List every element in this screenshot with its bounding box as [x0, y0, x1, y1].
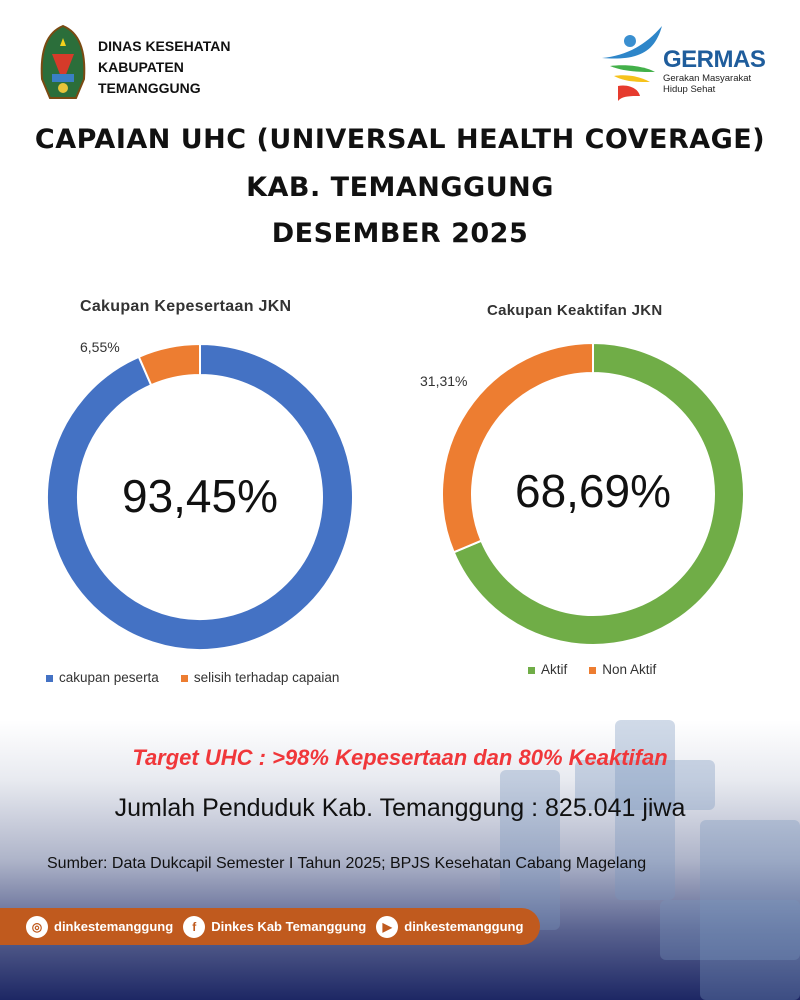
donut-slice-cakupan-peserta [46, 342, 354, 651]
legend-label: cakupan peserta [59, 670, 159, 685]
chart-title-kepesertaan: Cakupan Kepesertaan JKN [80, 298, 292, 315]
legend-swatch [528, 666, 535, 674]
donut-slice-non-aktif [441, 341, 594, 554]
page-subtitle-date: DESEMBER 2025 [271, 218, 529, 249]
legend-kepesertaan: cakupan peserta selisih terhadap capaian [46, 670, 339, 685]
population-text: Jumlah Penduduk Kab. Temanggung : 825.04… [114, 794, 686, 822]
decorative-cross [615, 720, 675, 900]
org-line: DINAS KESEHATAN [98, 38, 231, 54]
social-label: Dinkes Kab Temanggung [211, 919, 367, 934]
tagline-line: Hidup Sehat [663, 84, 716, 95]
page-subtitle-region: KAB. TEMANGGUNG [246, 172, 554, 203]
decorative-cross [575, 760, 715, 810]
youtube-link[interactable]: ▶ dinkestemanggung [376, 915, 524, 938]
legend-item: cakupan peserta [46, 670, 159, 685]
social-label: dinkestemanggung [404, 919, 524, 934]
donut-keaktifan [441, 341, 745, 646]
uhc-target-text: Target UHC : >98% Kepesertaan dan 80% Ke… [132, 745, 668, 770]
instagram-icon: ◎ [26, 915, 48, 938]
org-line: KABUPATEN [98, 59, 184, 75]
page-title: CAPAIAN UHC (UNIVERSAL HEALTH COVERAGE) [34, 124, 766, 155]
donut-slice-selisih-terhadap-capaian [137, 342, 201, 387]
decorative-cross [660, 900, 800, 960]
legend-swatch [46, 674, 53, 682]
legend-label: Aktif [541, 662, 568, 677]
instagram-link[interactable]: ◎ dinkestemanggung [26, 915, 174, 938]
center-label-kepesertaan: 93,45% [122, 470, 278, 522]
germas-logo [602, 26, 662, 101]
data-label-non-aktif: 31,31% [420, 373, 467, 389]
legend-item: Non Aktif [589, 662, 656, 677]
org-line: TEMANGGUNG [98, 80, 201, 96]
legend-item: selisih terhadap capaian [180, 670, 340, 685]
decorative-cross [500, 770, 560, 930]
temanggung-coat-of-arms-logo [40, 24, 86, 99]
legend-keaktifan: Aktif Non Aktif [528, 662, 656, 677]
donut-kepesertaan [46, 342, 354, 651]
legend-label: selisih terhadap capaian [193, 670, 340, 685]
source-text: Sumber: Data Dukcapil Semester I Tahun 2… [47, 855, 647, 872]
legend-label: Non Aktif [602, 662, 657, 677]
center-label-keaktifan: 68,69% [515, 465, 671, 517]
legend-swatch [589, 666, 597, 674]
facebook-link[interactable]: f Dinkes Kab Temanggung [183, 915, 367, 938]
facebook-icon: f [183, 915, 206, 938]
decorative-cross [700, 820, 800, 1000]
social-label: dinkestemanggung [54, 919, 174, 934]
tagline-line: Gerakan Masyarakat [663, 73, 752, 84]
chart-title-keaktifan: Cakupan Keaktifan JKN [487, 302, 663, 319]
legend-item: Aktif [528, 662, 567, 677]
data-label-selisih: 6,55% [80, 339, 120, 355]
organization-name: DINAS KESEHATAN KABUPATEN TEMANGGUNG [98, 36, 231, 99]
social-media-banner: ◎ dinkestemanggung f Dinkes Kab Temanggung… [0, 908, 540, 945]
donut-slice-aktif [452, 341, 745, 646]
youtube-icon: ▶ [376, 915, 399, 938]
legend-swatch [180, 674, 188, 682]
germas-tagline: Gerakan Masyarakat Hidup Sehat [663, 73, 751, 95]
germas-wordmark: GERMAS [663, 46, 766, 73]
